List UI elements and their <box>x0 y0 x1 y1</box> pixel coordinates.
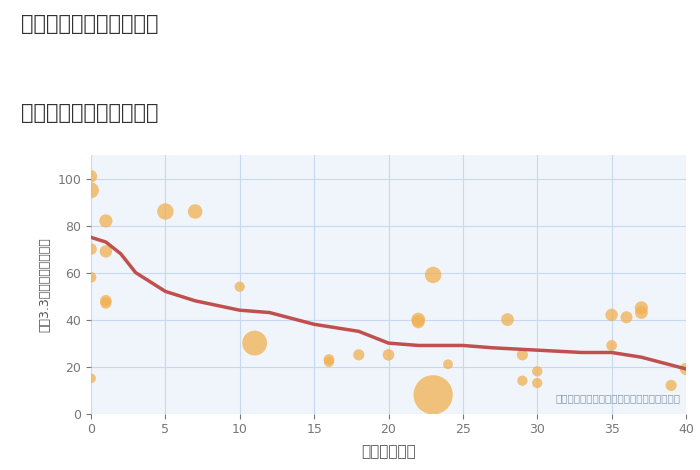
Point <box>606 342 617 349</box>
Point <box>100 248 111 255</box>
Point <box>383 351 394 359</box>
Point <box>532 379 543 387</box>
Point <box>85 274 97 281</box>
Point <box>621 313 632 321</box>
Point <box>606 311 617 319</box>
Point <box>85 245 97 253</box>
Point <box>413 318 424 326</box>
Point <box>85 187 97 194</box>
Point <box>85 375 97 382</box>
Point <box>413 316 424 323</box>
Point <box>190 208 201 215</box>
Point <box>636 309 647 316</box>
Point <box>502 316 513 323</box>
Point <box>100 217 111 225</box>
Point <box>666 382 677 389</box>
Point <box>517 377 528 384</box>
Point <box>517 351 528 359</box>
Point <box>85 172 97 180</box>
Point <box>442 360 454 368</box>
Point <box>532 368 543 375</box>
Text: 円の大きさは、取引のあった物件面積を示す: 円の大きさは、取引のあった物件面積を示す <box>555 393 680 403</box>
Point <box>323 356 335 363</box>
Point <box>680 365 692 373</box>
Point <box>234 283 246 290</box>
Point <box>428 271 439 279</box>
Point <box>249 339 260 347</box>
Text: 築年数別中古戸建て価格: 築年数別中古戸建て価格 <box>21 103 158 124</box>
Point <box>323 358 335 366</box>
Y-axis label: 坪（3.3㎡）単価（万円）: 坪（3.3㎡）単価（万円） <box>38 237 52 332</box>
Point <box>100 299 111 307</box>
Point <box>353 351 364 359</box>
Point <box>636 304 647 312</box>
Point <box>160 208 171 215</box>
X-axis label: 築年数（年）: 築年数（年） <box>361 445 416 460</box>
Text: 三重県津市安濃町草生の: 三重県津市安濃町草生の <box>21 14 158 34</box>
Point <box>100 297 111 305</box>
Point <box>428 391 439 399</box>
